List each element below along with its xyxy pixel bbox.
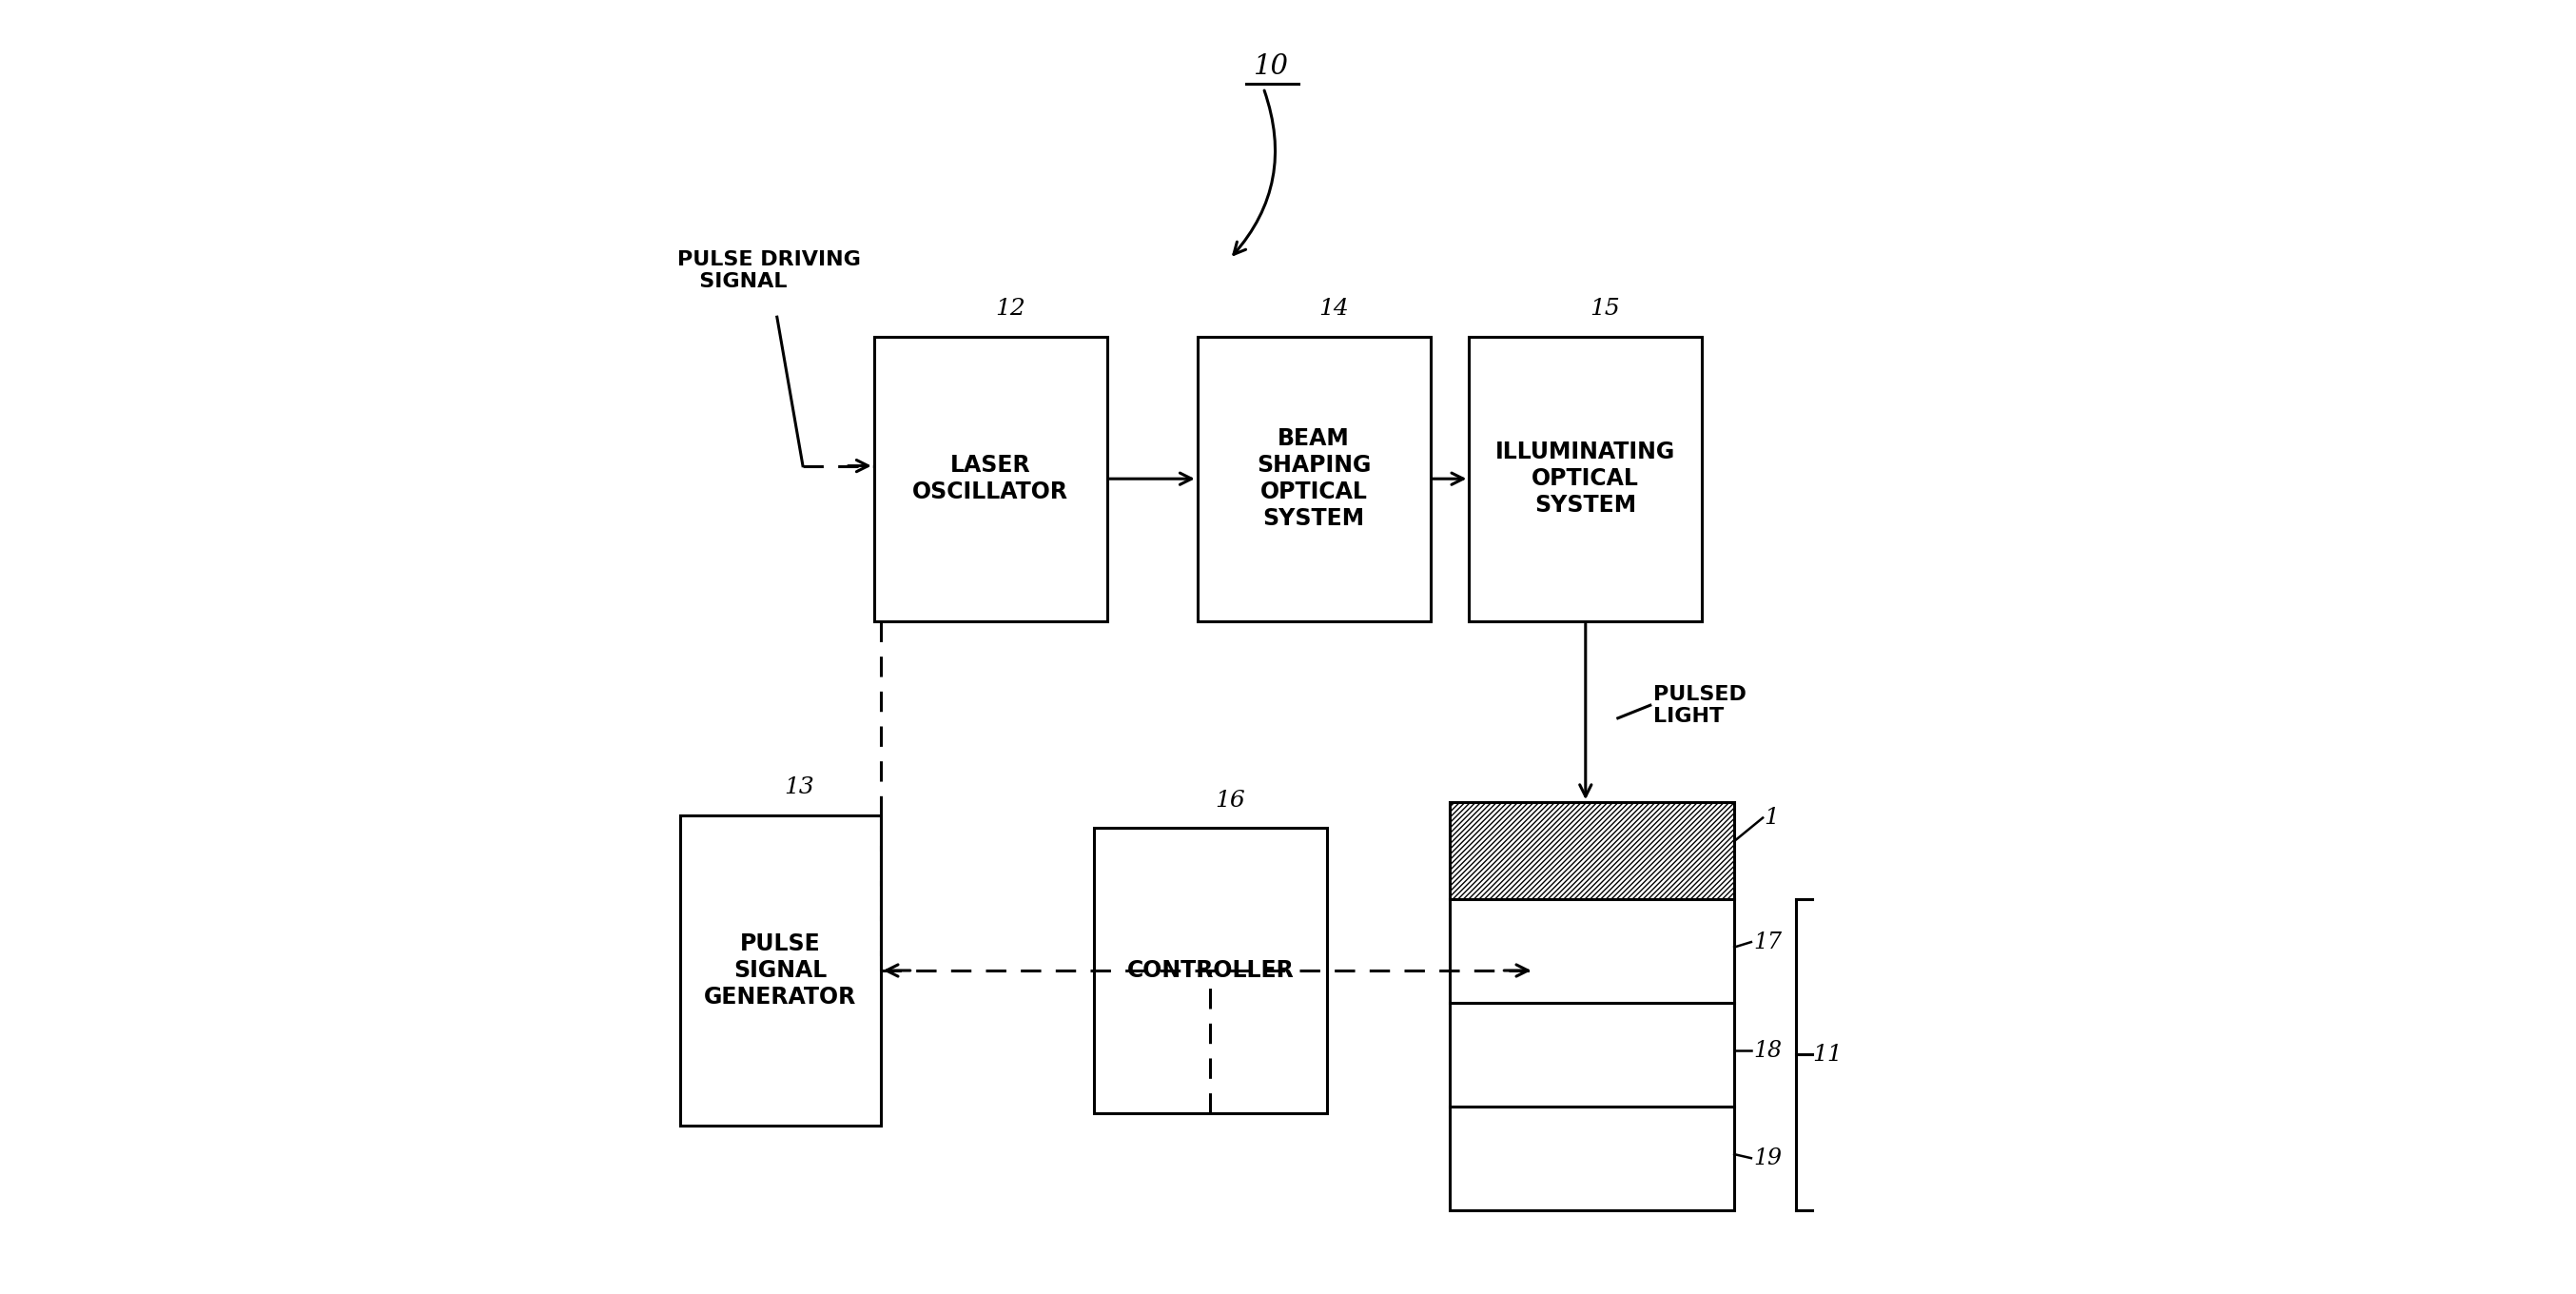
Text: 11: 11	[1811, 1044, 1842, 1065]
Bar	[1450, 1003, 1734, 1106]
Text: 18: 18	[1754, 1040, 1783, 1061]
Text: 16: 16	[1216, 789, 1244, 811]
Bar	[1095, 828, 1327, 1113]
Bar	[1450, 899, 1734, 1003]
Bar	[1450, 802, 1734, 899]
Text: 12: 12	[994, 298, 1025, 320]
Text: 10: 10	[1255, 53, 1288, 80]
Text: 1: 1	[1765, 807, 1780, 828]
Text: ILLUMINATING
OPTICAL
SYSTEM: ILLUMINATING OPTICAL SYSTEM	[1497, 441, 1674, 516]
Bar	[1450, 1106, 1734, 1210]
Text: PULSED
LIGHT: PULSED LIGHT	[1654, 685, 1747, 726]
Text: BEAM
SHAPING
OPTICAL
SYSTEM: BEAM SHAPING OPTICAL SYSTEM	[1257, 428, 1370, 529]
Text: PULSE
SIGNAL
GENERATOR: PULSE SIGNAL GENERATOR	[703, 933, 855, 1008]
Text: 15: 15	[1589, 298, 1620, 320]
Text: 19: 19	[1754, 1148, 1783, 1168]
Bar	[1468, 336, 1703, 621]
Text: PULSE DRIVING
   SIGNAL: PULSE DRIVING SIGNAL	[677, 250, 860, 291]
Bar	[1198, 336, 1430, 621]
Text: CONTROLLER: CONTROLLER	[1126, 959, 1293, 982]
Text: 13: 13	[783, 776, 814, 798]
Text: 17: 17	[1754, 932, 1783, 952]
Bar	[680, 815, 881, 1126]
Bar	[873, 336, 1108, 621]
Text: 14: 14	[1319, 298, 1350, 320]
Text: LASER
OSCILLATOR: LASER OSCILLATOR	[912, 454, 1069, 503]
